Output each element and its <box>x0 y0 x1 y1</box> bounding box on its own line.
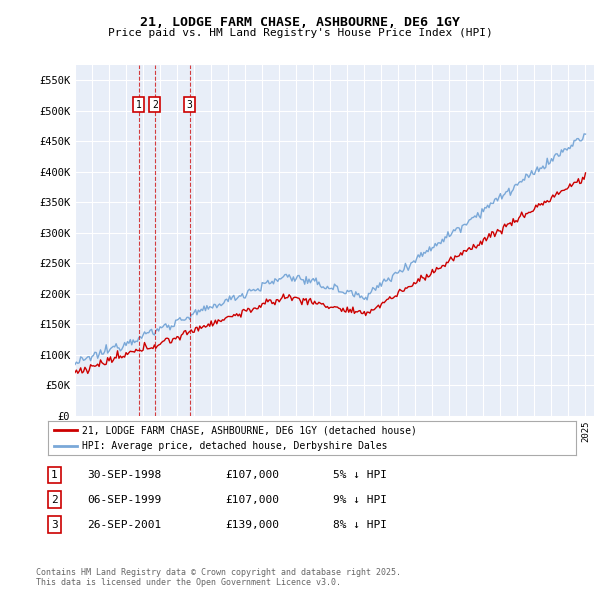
Text: 1: 1 <box>136 100 142 110</box>
Text: HPI: Average price, detached house, Derbyshire Dales: HPI: Average price, detached house, Derb… <box>82 441 388 451</box>
Text: 1: 1 <box>51 470 58 480</box>
Text: 3: 3 <box>51 520 58 529</box>
Text: £107,000: £107,000 <box>225 495 279 504</box>
Text: 5% ↓ HPI: 5% ↓ HPI <box>333 470 387 480</box>
Text: Price paid vs. HM Land Registry's House Price Index (HPI): Price paid vs. HM Land Registry's House … <box>107 28 493 38</box>
Text: 30-SEP-1998: 30-SEP-1998 <box>87 470 161 480</box>
Text: 9% ↓ HPI: 9% ↓ HPI <box>333 495 387 504</box>
Text: 2: 2 <box>152 100 158 110</box>
Text: 06-SEP-1999: 06-SEP-1999 <box>87 495 161 504</box>
Text: 3: 3 <box>187 100 193 110</box>
Text: £107,000: £107,000 <box>225 470 279 480</box>
Text: 8% ↓ HPI: 8% ↓ HPI <box>333 520 387 529</box>
Text: 21, LODGE FARM CHASE, ASHBOURNE, DE6 1GY (detached house): 21, LODGE FARM CHASE, ASHBOURNE, DE6 1GY… <box>82 425 417 435</box>
Text: 26-SEP-2001: 26-SEP-2001 <box>87 520 161 529</box>
Text: 2: 2 <box>51 495 58 504</box>
Text: Contains HM Land Registry data © Crown copyright and database right 2025.
This d: Contains HM Land Registry data © Crown c… <box>36 568 401 587</box>
Text: £139,000: £139,000 <box>225 520 279 529</box>
Text: 21, LODGE FARM CHASE, ASHBOURNE, DE6 1GY: 21, LODGE FARM CHASE, ASHBOURNE, DE6 1GY <box>140 16 460 29</box>
